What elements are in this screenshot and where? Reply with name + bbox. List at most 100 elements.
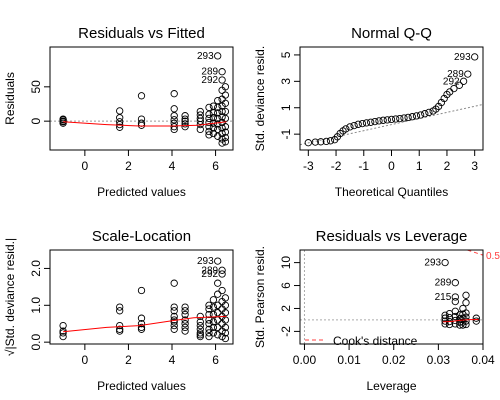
point-label: 215: [435, 292, 452, 303]
data-point: [463, 292, 469, 298]
data-point: [219, 271, 225, 277]
x-tick-label: -1: [358, 159, 369, 173]
data-point: [197, 126, 203, 132]
residuals-vs-fitted-panel: 2932892920 2 4 6050Residuals vs FittedPredi…: [3, 25, 233, 199]
x-tick-label: 0: [388, 159, 395, 173]
data-point: [327, 138, 333, 144]
point-label: 292: [201, 75, 218, 86]
cooks-contour-label: 0.5: [486, 251, 500, 262]
x-tick-label: 0.03: [427, 353, 451, 367]
x-tick-label: -2: [331, 159, 342, 173]
point-label: 293: [197, 51, 214, 62]
data-point: [117, 108, 123, 114]
normal-qq-xlabel: Theoretical Quantiles: [335, 185, 448, 199]
x-tick-label: 1: [416, 159, 423, 173]
data-point: [219, 69, 225, 75]
data-point: [452, 280, 458, 286]
x-tick-label: 6: [212, 353, 219, 367]
data-point: [182, 324, 188, 330]
x-tick-label: 2: [125, 159, 132, 173]
point-label: 293: [424, 258, 441, 269]
point-label: 292: [201, 269, 218, 280]
data-point: [442, 259, 448, 265]
data-point: [463, 300, 469, 306]
point-label: 289: [435, 278, 452, 289]
legend-label: Cook's distance: [333, 334, 418, 348]
y-tick-label: 50: [29, 80, 43, 94]
data-point: [182, 304, 188, 310]
residuals-vs-fitted-xlabel: Predicted values: [97, 185, 186, 199]
x-tick-label: -3: [303, 159, 314, 173]
x-tick-label: 0: [82, 353, 89, 367]
data-point: [182, 308, 188, 314]
residuals-vs-fitted-ylabel: Residuals: [3, 72, 17, 125]
data-point: [219, 267, 225, 273]
y-tick-label: 5: [279, 51, 293, 58]
data-point: [215, 291, 221, 297]
data-point: [422, 111, 428, 117]
data-point: [215, 324, 221, 330]
data-point: [197, 322, 203, 328]
residuals-vs-leverage-plot-area: [300, 250, 483, 344]
residuals-vs-leverage-title: Residuals vs Leverage: [316, 228, 468, 245]
data-point: [215, 302, 221, 308]
data-point: [452, 298, 458, 304]
y-tick-label: -1: [279, 128, 293, 139]
x-tick-label: 4: [169, 353, 176, 367]
data-point: [219, 77, 225, 83]
data-point: [215, 53, 221, 59]
residuals-vs-leverage-xlabel: Leverage: [366, 379, 416, 393]
data-point: [465, 71, 471, 77]
point-label: 293: [454, 52, 471, 63]
data-point: [219, 287, 225, 293]
normal-qq-plot-area: [300, 54, 483, 146]
data-point: [215, 310, 221, 316]
residuals-vs-leverage-panel: 293 289 215 0.00 0.01 0.02 0.03 0.04 -2 2 6 10 Resid…: [253, 228, 500, 393]
y-tick-label: 2.0: [29, 260, 43, 277]
data-point: [182, 321, 188, 327]
data-point: [347, 124, 353, 130]
data-point: [117, 308, 123, 314]
data-point: [215, 258, 221, 264]
data-point: [417, 112, 423, 118]
data-point: [171, 91, 177, 97]
data-point: [138, 287, 144, 293]
data-point: [206, 104, 212, 110]
y-tick-label: 1.0: [29, 297, 43, 314]
residuals-vs-leverage-ylabel: Std. Pearson resid.: [253, 246, 267, 348]
x-tick-label: 0.01: [337, 353, 361, 367]
y-tick-label: 6: [279, 282, 293, 289]
x-tick-label: 3: [471, 159, 478, 173]
x-tick-label: 2: [125, 353, 132, 367]
residuals-vs-leverage-frame: [300, 250, 483, 344]
data-point: [171, 304, 177, 310]
cooks-distance-contour: [467, 250, 483, 255]
data-point: [472, 54, 478, 60]
y-tick-label: 0.0: [29, 333, 43, 350]
data-point: [182, 328, 188, 334]
data-point: [171, 106, 177, 112]
data-point: [138, 93, 144, 99]
x-tick-label: 0: [82, 159, 89, 173]
scale-location-ylabel: √|Std. deviance resid.|: [3, 238, 17, 356]
x-tick-label: 2: [444, 159, 451, 173]
data-point: [117, 304, 123, 310]
normal-qq-ylabel: Std. deviance resid.: [253, 46, 267, 151]
scale-location-panel: 2932892920 2 4 60.01.02.0Scale-LocationPred…: [3, 228, 233, 393]
x-tick-label: 0.02: [382, 353, 406, 367]
data-point: [210, 297, 216, 303]
data-point: [215, 280, 221, 286]
data-point: [426, 109, 432, 115]
data-point: [219, 96, 225, 102]
x-tick-label: 0.04: [471, 353, 495, 367]
data-point: [222, 92, 228, 98]
x-tick-label: 0.00: [293, 353, 317, 367]
y-tick-label: 3: [279, 78, 293, 85]
scale-location-title: Scale-Location: [92, 228, 191, 245]
y-tick-label: -2: [279, 326, 293, 337]
y-tick-label: 10: [279, 256, 293, 270]
point-label: 292: [443, 76, 460, 87]
normal-qq-title: Normal Q-Q: [351, 25, 432, 42]
data-point: [351, 122, 357, 128]
